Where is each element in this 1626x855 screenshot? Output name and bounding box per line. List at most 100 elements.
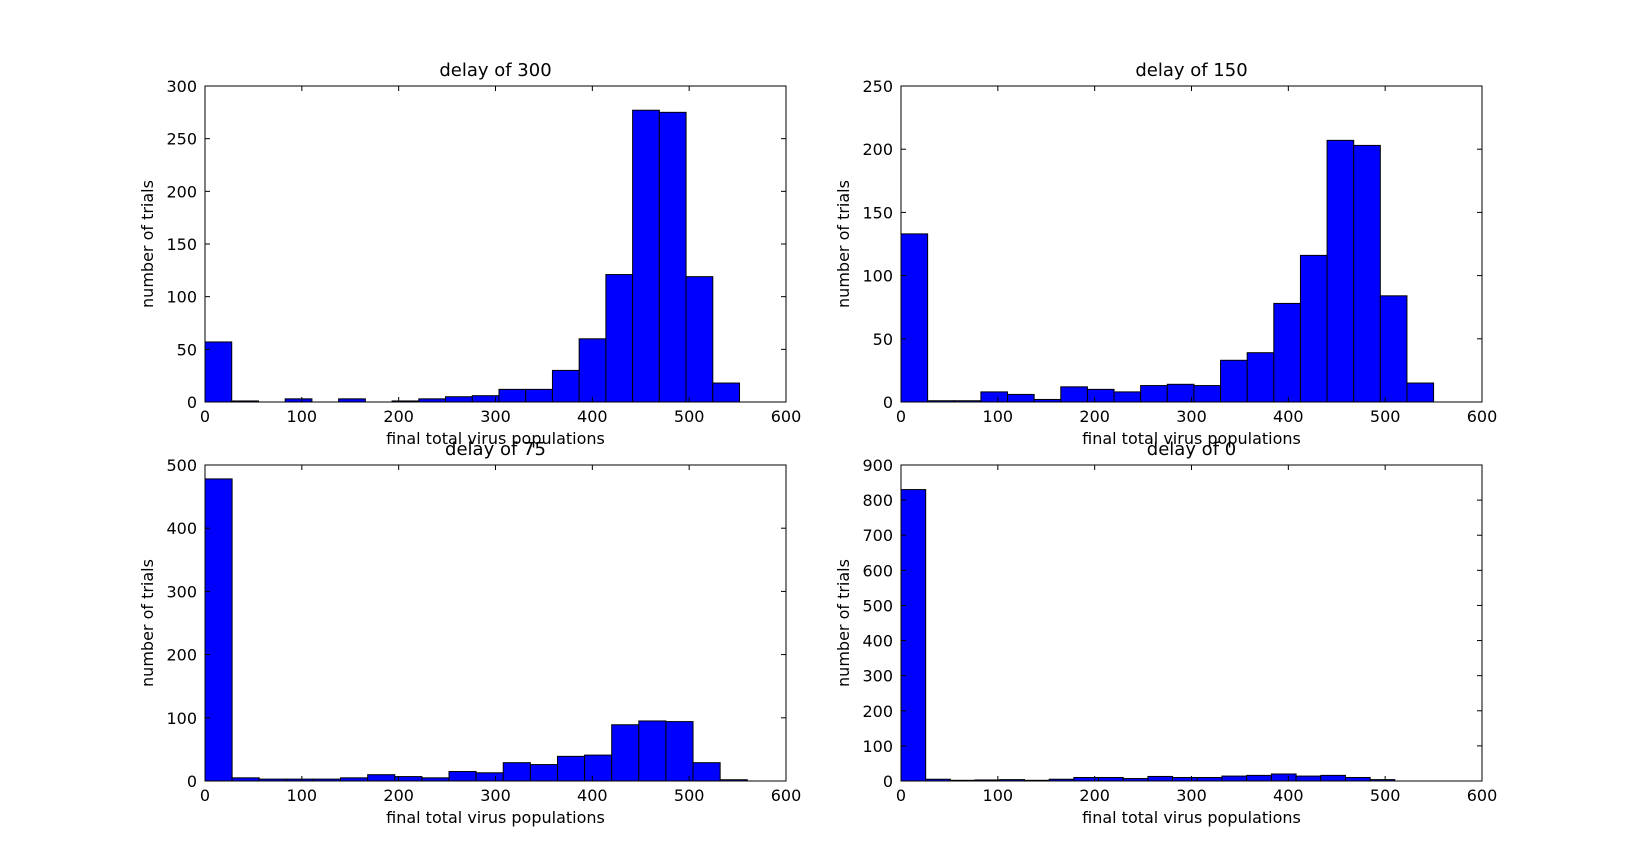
histogram-bar (1274, 303, 1301, 402)
y-tick-label: 250 (166, 130, 197, 149)
histogram-bar (449, 772, 476, 781)
histogram-bar (1407, 383, 1434, 402)
histogram-bar (1148, 776, 1173, 781)
histogram-bar (499, 389, 526, 402)
histogram-bar (1173, 777, 1198, 781)
x-tick-label: 0 (200, 786, 210, 805)
histogram-bar (901, 490, 926, 781)
histogram-bar (585, 755, 612, 781)
histogram-bar (476, 773, 503, 781)
x-tick-label: 600 (771, 786, 802, 805)
x-tick-label: 500 (674, 407, 705, 426)
histogram-bar (981, 392, 1008, 402)
x-tick-label: 400 (577, 786, 608, 805)
y-tick-label: 500 (862, 596, 893, 615)
histogram-bar (1345, 777, 1370, 781)
histogram-bar (1099, 777, 1124, 781)
y-tick-label: 600 (862, 561, 893, 580)
histogram-bar (713, 383, 740, 402)
y-tick-label: 800 (862, 491, 893, 510)
x-tick-label: 200 (1079, 407, 1110, 426)
y-tick-label: 400 (166, 519, 197, 538)
histogram-bar (1247, 353, 1274, 402)
histogram-bar (526, 389, 553, 402)
histogram-bar (901, 234, 928, 402)
x-tick-label: 400 (1273, 407, 1304, 426)
x-tick-label: 300 (1176, 407, 1207, 426)
x-tick-label: 100 (287, 786, 318, 805)
chart-title: delay of 0 (1147, 439, 1236, 460)
histogram-bar (1271, 774, 1296, 781)
histogram-bar (368, 775, 395, 781)
y-tick-label: 200 (166, 646, 197, 665)
y-tick-label: 200 (166, 182, 197, 201)
x-tick-label: 500 (1370, 407, 1401, 426)
y-tick-label: 400 (862, 632, 893, 651)
y-tick-label: 500 (166, 456, 197, 475)
histogram-bar (1008, 394, 1035, 402)
y-axis-label: number of trials (138, 559, 157, 687)
histogram-bar (1296, 776, 1321, 781)
histogram-bar (1247, 775, 1272, 781)
x-axis-label: final total virus populations (386, 808, 605, 827)
y-tick-label: 50 (177, 340, 197, 359)
x-tick-label: 400 (577, 407, 608, 426)
histogram-bar (552, 370, 579, 402)
histogram-bar (606, 275, 633, 402)
histogram-bar (612, 725, 639, 781)
x-tick-label: 500 (674, 786, 705, 805)
y-tick-label: 150 (862, 203, 893, 222)
x-tick-label: 300 (480, 786, 511, 805)
x-tick-label: 600 (1467, 407, 1498, 426)
y-tick-label: 0 (883, 393, 893, 412)
y-tick-label: 100 (862, 737, 893, 756)
x-tick-label: 600 (1467, 786, 1498, 805)
histogram-bar (1300, 255, 1327, 402)
y-tick-label: 700 (862, 526, 893, 545)
histogram-bar (1194, 386, 1221, 402)
x-tick-label: 200 (383, 407, 414, 426)
histogram-bar (1061, 387, 1088, 402)
x-tick-label: 400 (1273, 786, 1304, 805)
y-tick-label: 900 (862, 456, 893, 475)
x-tick-label: 100 (287, 407, 318, 426)
x-tick-label: 300 (480, 407, 511, 426)
y-tick-label: 0 (187, 393, 197, 412)
y-axis-label: number of trials (138, 180, 157, 308)
y-tick-label: 150 (166, 235, 197, 254)
x-tick-label: 200 (383, 786, 414, 805)
y-tick-label: 0 (883, 772, 893, 791)
histogram-bar (1222, 776, 1247, 781)
chart-title: delay of 300 (439, 60, 551, 81)
x-tick-label: 100 (983, 786, 1014, 805)
chart-title: delay of 75 (445, 439, 546, 460)
x-tick-label: 300 (1176, 786, 1207, 805)
histogram-bar (1197, 777, 1222, 781)
histogram-bar (1167, 384, 1194, 402)
histogram-bar (666, 722, 693, 781)
histogram-bar (633, 110, 660, 402)
x-tick-label: 100 (983, 407, 1014, 426)
histogram-bar (1321, 775, 1346, 781)
x-tick-label: 500 (1370, 786, 1401, 805)
histogram-bar (1327, 140, 1354, 402)
y-tick-label: 200 (862, 140, 893, 159)
histogram-bar (693, 763, 720, 781)
histogram-bar (639, 721, 666, 781)
y-tick-label: 250 (862, 77, 893, 96)
histogram-bar (1354, 145, 1381, 402)
histogram-bar (557, 756, 584, 781)
y-tick-label: 300 (166, 582, 197, 601)
x-tick-label: 0 (896, 786, 906, 805)
histogram-bar (659, 112, 686, 402)
y-tick-label: 100 (862, 267, 893, 286)
y-tick-label: 100 (166, 288, 197, 307)
histogram-bar (1141, 386, 1168, 402)
histogram-bar (503, 763, 530, 781)
y-tick-label: 100 (166, 709, 197, 728)
y-tick-label: 50 (873, 330, 893, 349)
histogram-bar (205, 342, 232, 402)
histogram-bar (1087, 389, 1114, 402)
